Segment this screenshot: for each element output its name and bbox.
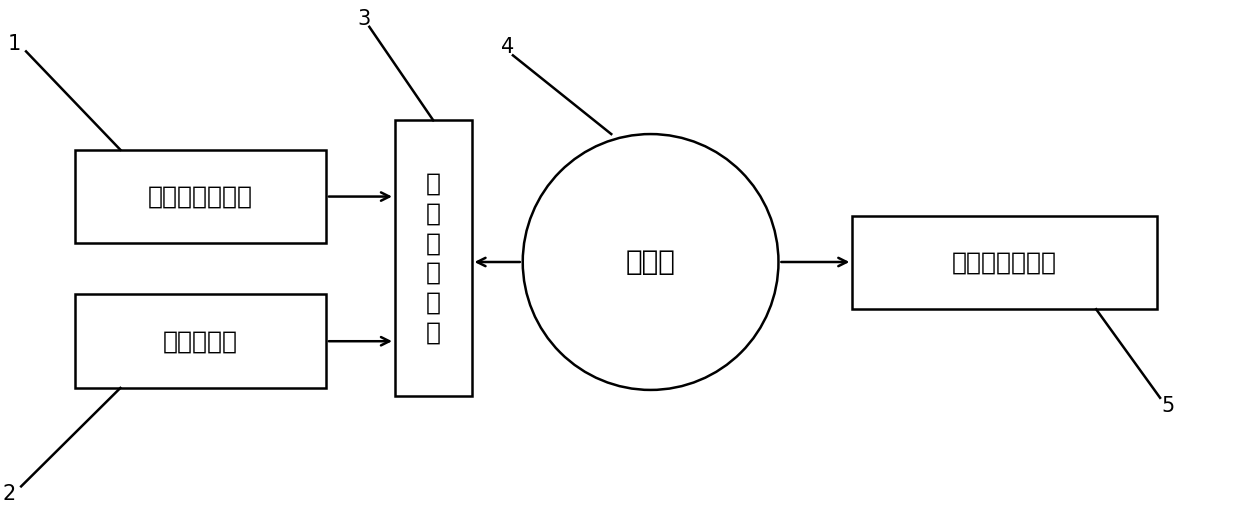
- Text: 分类器: 分类器: [626, 248, 675, 276]
- Text: 1: 1: [7, 34, 21, 53]
- Text: 信
号
分
解
模
块: 信 号 分 解 模 块: [426, 172, 441, 344]
- Circle shape: [523, 134, 778, 390]
- Text: 雷达接收机: 雷达接收机: [164, 329, 238, 353]
- Text: 4: 4: [502, 38, 514, 58]
- Bar: [76, 294, 326, 388]
- Bar: [76, 150, 326, 243]
- Bar: [852, 216, 1157, 309]
- Text: 3: 3: [358, 9, 370, 29]
- Bar: [395, 121, 472, 396]
- Text: 雷达信号数据库: 雷达信号数据库: [149, 184, 253, 209]
- Text: 2: 2: [2, 484, 16, 504]
- Text: 5: 5: [1161, 396, 1175, 416]
- Text: 识别结果显示仪: 识别结果显示仪: [953, 250, 1057, 275]
